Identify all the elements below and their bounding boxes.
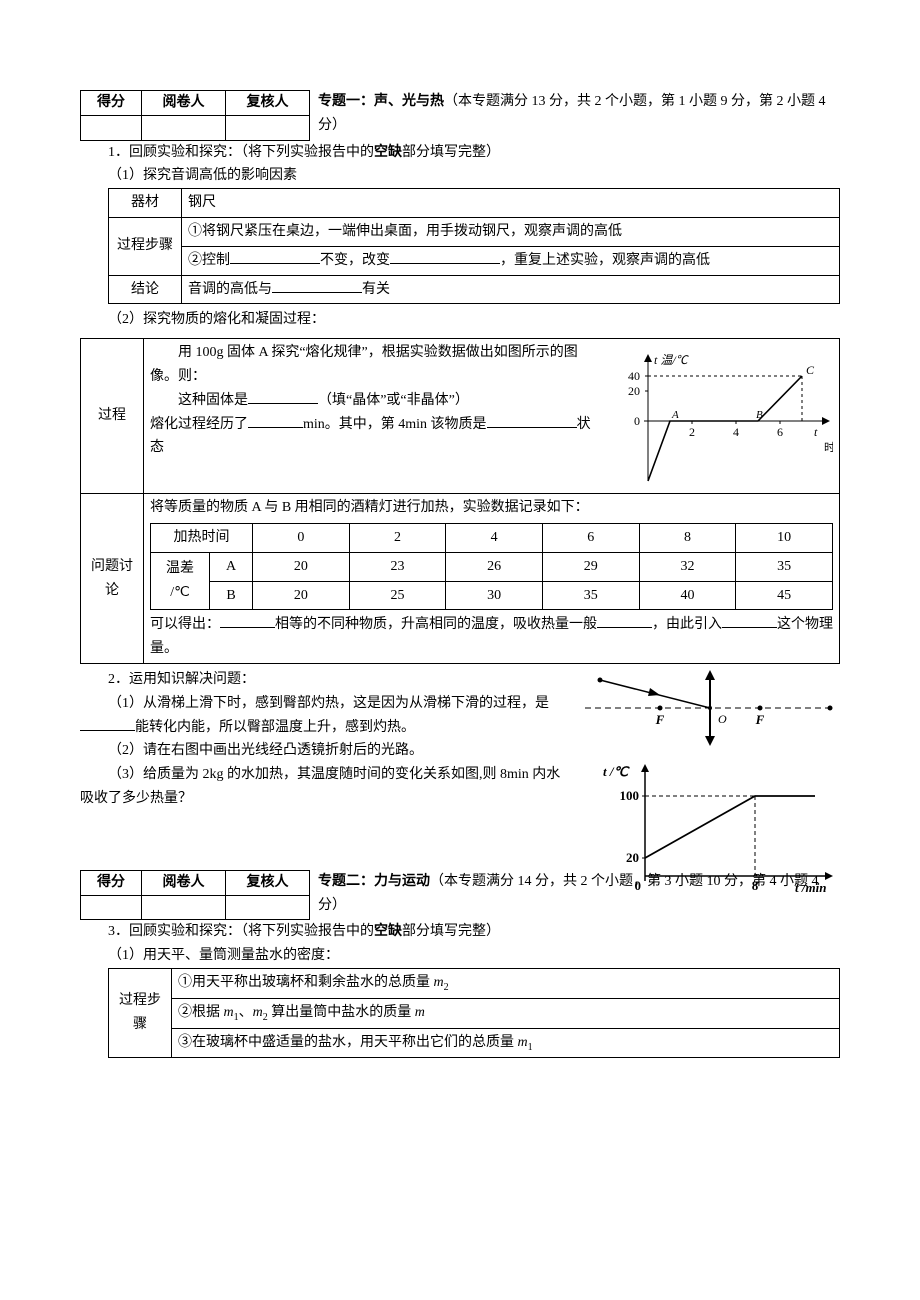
- svg-text:时: 时: [824, 441, 833, 454]
- svg-text:2: 2: [689, 425, 695, 439]
- svg-text:6: 6: [777, 425, 783, 439]
- t3-l3: ③在玻璃杯中盛适量的盐水，用天平称出它们的总质量 m1: [172, 1028, 840, 1058]
- score-col-3: 复核人: [225, 91, 309, 116]
- t1-r2c1: 过程步骤: [109, 217, 182, 275]
- t2-r2c1: 问题讨论: [81, 494, 144, 664]
- svg-text:20: 20: [626, 850, 639, 865]
- svg-text:A: A: [671, 409, 679, 421]
- svg-text:B: B: [756, 409, 763, 421]
- t2-r1c1: 过程: [81, 339, 144, 494]
- q2-block: F F O 100 20 0 8 t /℃ t /min 2．运用知识解决问题：: [80, 668, 840, 866]
- svg-text:t /℃: t /℃: [603, 764, 630, 779]
- topic1-header: 得分 阅卷人 复核人 专题一：声、光与热（本专题满分 13 分，共 2 个小题，…: [80, 90, 840, 138]
- t1-r1c2: 钢尺: [182, 189, 840, 218]
- lens-diagram: F F O: [580, 668, 840, 748]
- svg-text:40: 40: [628, 369, 640, 383]
- topic1-title: 专题一：声、光与热: [318, 94, 444, 109]
- t3-l1: ①用天平称出玻璃杯和剩余盐水的总质量 m2: [172, 968, 840, 998]
- q1-lead: 1．回顾实验和探究：（将下列实验报告中的空缺部分填写完整）: [80, 141, 840, 165]
- score-table-1: 得分 阅卷人 复核人: [80, 90, 310, 141]
- t1-r2l1: ①将钢尺紧压在桌边，一端伸出桌面，用手拨动钢尺，观察声调的高低: [182, 217, 840, 246]
- svg-text:t: t: [814, 425, 818, 439]
- table-melting: 过程 0 20 40: [80, 338, 840, 664]
- score-col-1: 得分: [81, 91, 142, 116]
- t1-r3c1: 结论: [109, 275, 182, 304]
- heat-data-table: 加热时间 0 2 4 6 8 10 温差/℃ A 20 23 26 29 32 …: [150, 523, 833, 610]
- q3-lead: 3．回顾实验和探究：（将下列实验报告中的空缺部分填写完整）: [80, 920, 840, 944]
- q3-1-title: （1）用天平、量筒测量盐水的密度：: [80, 944, 840, 968]
- t1-r2l2: ②控制不变，改变，重复上述实验，观察声调的高低: [182, 246, 840, 275]
- t1-r1c1: 器材: [109, 189, 182, 218]
- topic2-title: 专题二：力与运动: [318, 874, 430, 889]
- score-cell: [81, 115, 142, 140]
- table-pitch: 器材 钢尺 过程步骤 ①将钢尺紧压在桌边，一端伸出桌面，用手拨动钢尺，观察声调的…: [108, 188, 840, 304]
- t3-l2: ②根据 m1、m2 算出量筒中盐水的质量 m: [172, 998, 840, 1028]
- svg-text:t 温/℃: t 温/℃: [654, 353, 690, 367]
- svg-text:O: O: [718, 712, 727, 726]
- melting-chart: 0 20 40 2 4 6 A B: [603, 341, 833, 491]
- svg-text:F: F: [755, 712, 765, 727]
- svg-text:t /min: t /min: [795, 880, 826, 895]
- table-density: 过程步骤 ①用天平称出玻璃杯和剩余盐水的总质量 m2 ②根据 m1、m2 算出量…: [108, 968, 840, 1058]
- svg-text:4: 4: [733, 425, 739, 439]
- t2-discuss: 将等质量的物质 A 与 B 用相同的酒精灯进行加热，实验数据记录如下： 加热时间…: [144, 494, 840, 664]
- svg-text:0: 0: [634, 414, 640, 428]
- svg-text:0: 0: [635, 878, 642, 893]
- q1-2-title: （2）探究物质的熔化和凝固过程：: [80, 308, 840, 332]
- svg-text:F: F: [655, 712, 665, 727]
- heating-chart: 100 20 0 8 t /℃ t /min: [590, 756, 840, 896]
- blank: [272, 278, 362, 293]
- svg-text:C: C: [806, 363, 815, 377]
- blank: [230, 249, 320, 264]
- t1-r3c2: 音调的高低与有关: [182, 275, 840, 304]
- t2-process: 0 20 40 2 4 6 A B: [144, 339, 840, 494]
- svg-text:8: 8: [752, 878, 759, 893]
- svg-text:100: 100: [620, 788, 640, 803]
- q1-1-title: （1）探究音调高低的影响因素: [80, 164, 840, 188]
- score-table-2: 得分 阅卷人 复核人: [80, 870, 310, 921]
- blank: [390, 249, 500, 264]
- svg-text:20: 20: [628, 384, 640, 398]
- score-col-2: 阅卷人: [141, 91, 225, 116]
